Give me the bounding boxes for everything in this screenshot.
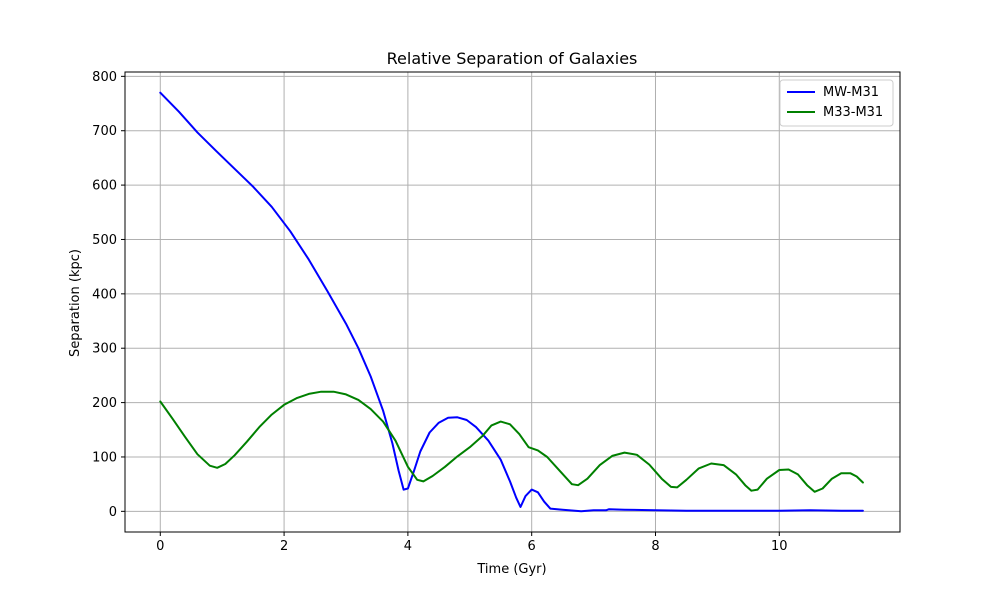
y-tick-label: 700 [92,124,117,139]
y-tick-label: 500 [92,233,117,248]
y-tick-label: 300 [92,342,117,357]
plot-frame [124,71,901,533]
x-tick-label: 2 [280,539,288,554]
y-axis-label: Separation (kpc) [68,249,83,357]
series-line-m33-m31 [159,390,864,493]
y-tick-label: 800 [92,70,117,85]
series-layer [159,91,864,513]
x-tick-label: 0 [156,539,164,554]
x-tick-label: 10 [771,539,788,554]
y-tick-label: 200 [92,396,117,411]
chart-title: Relative Separation of Galaxies [387,49,638,68]
x-axis-label: Time (Gyr) [476,562,546,577]
x-axis: 0 2 4 6 8 10 [156,532,788,554]
legend-label-mw-m31: MW-M31 [823,85,879,100]
y-tick-label: 400 [92,287,117,302]
x-tick-label: 8 [651,539,659,554]
y-axis: 0 100 200 300 400 500 600 700 800 [92,70,125,520]
y-tick-label: 0 [109,505,117,520]
legend: MW-M31 M33-M31 [779,79,894,127]
legend-label-m33-m31: M33-M31 [823,105,883,120]
x-tick-label: 6 [528,539,536,554]
y-tick-label: 100 [92,450,117,465]
y-tick-label: 600 [92,179,117,194]
x-tick-label: 4 [404,539,412,554]
grid [125,72,900,532]
series-line-mw-m31 [159,91,864,513]
